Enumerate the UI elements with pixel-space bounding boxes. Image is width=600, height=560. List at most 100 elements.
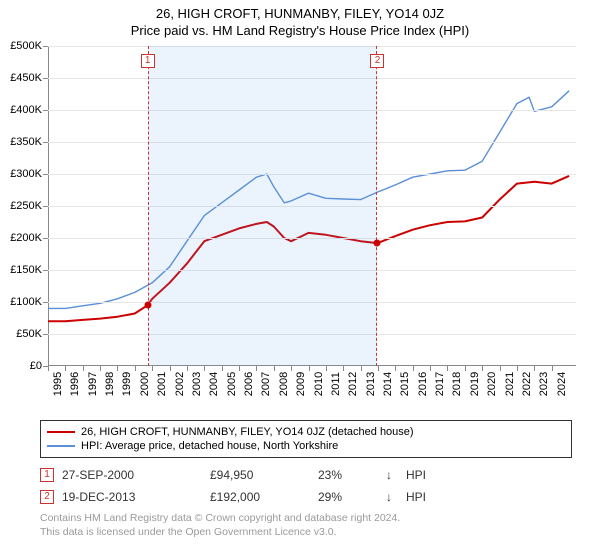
x-tick-label: 2002 <box>170 372 186 396</box>
x-tick-mark <box>517 366 518 371</box>
x-tick-label: 2009 <box>291 372 307 396</box>
chart-area: £0£50K£100K£150K£200K£250K£300K£350K£400… <box>0 40 600 420</box>
x-tick-mark <box>552 366 553 371</box>
transactions-table: 1 27-SEP-2000 £94,950 23% ↓ HPI 2 19-DEC-2013 £1… <box>40 464 572 508</box>
x-tick-label: 1996 <box>65 372 81 396</box>
transaction-pct: 29% <box>318 490 378 504</box>
event-marker-1: 1 <box>141 54 155 68</box>
x-tick-mark <box>187 366 188 371</box>
x-tick-mark <box>309 366 310 371</box>
down-arrow-icon: ↓ <box>386 468 398 482</box>
x-tick-label: 2012 <box>343 372 359 396</box>
x-tick-label: 2022 <box>517 372 533 396</box>
legend-label: HPI: Average price, detached house, Nort… <box>81 440 338 452</box>
x-tick-mark <box>378 366 379 371</box>
x-tick-mark <box>170 366 171 371</box>
x-tick-mark <box>395 366 396 371</box>
x-tick-label: 2008 <box>274 372 290 396</box>
x-tick-mark <box>343 366 344 371</box>
transaction-price: £192,000 <box>210 490 310 504</box>
x-tick-mark <box>274 366 275 371</box>
x-tick-label: 2000 <box>135 372 151 396</box>
x-tick-label: 2006 <box>239 372 255 396</box>
y-tick-mark <box>43 78 48 79</box>
y-tick-mark <box>43 302 48 303</box>
x-tick-label: 2011 <box>326 372 342 396</box>
x-tick-label: 2020 <box>482 372 498 396</box>
transaction-price: £94,950 <box>210 468 310 482</box>
x-tick-label: 2024 <box>552 372 568 396</box>
x-tick-label: 2010 <box>309 372 325 396</box>
footer-line-1: Contains HM Land Registry data © Crown c… <box>40 512 572 526</box>
x-tick-mark <box>152 366 153 371</box>
x-tick-label: 1998 <box>100 372 116 396</box>
legend-swatch <box>47 445 75 447</box>
x-tick-mark <box>83 366 84 371</box>
transaction-marker: 2 <box>40 490 54 504</box>
x-tick-label: 2018 <box>447 372 463 396</box>
transaction-date: 27-SEP-2000 <box>62 468 202 482</box>
x-tick-label: 2007 <box>256 372 272 396</box>
x-tick-label: 2003 <box>187 372 203 396</box>
x-tick-label: 2016 <box>413 372 429 396</box>
y-tick-mark <box>43 174 48 175</box>
y-tick-mark <box>43 206 48 207</box>
footer-line-2: This data is licensed under the Open Gov… <box>40 526 572 540</box>
chart-container: 26, HIGH CROFT, HUNMANBY, FILEY, YO14 0J… <box>0 0 600 539</box>
x-tick-mark <box>100 366 101 371</box>
x-tick-mark <box>239 366 240 371</box>
x-tick-label: 1997 <box>83 372 99 396</box>
x-tick-mark <box>413 366 414 371</box>
x-tick-label: 2017 <box>430 372 446 396</box>
x-tick-label: 2015 <box>395 372 411 396</box>
x-tick-mark <box>534 366 535 371</box>
legend-label: 26, HIGH CROFT, HUNMANBY, FILEY, YO14 0J… <box>81 426 414 438</box>
x-tick-mark <box>48 366 49 371</box>
legend-item: 26, HIGH CROFT, HUNMANBY, FILEY, YO14 0J… <box>47 425 565 439</box>
chart-title: 26, HIGH CROFT, HUNMANBY, FILEY, YO14 0J… <box>10 6 590 21</box>
x-tick-label: 2004 <box>204 372 220 396</box>
x-tick-label: 2023 <box>534 372 550 396</box>
date-range-band <box>148 46 378 366</box>
x-tick-mark <box>500 366 501 371</box>
event-marker-2: 2 <box>370 54 384 68</box>
x-tick-label: 2001 <box>152 372 168 396</box>
x-tick-mark <box>447 366 448 371</box>
plot-region: £0£50K£100K£150K£200K£250K£300K£350K£400… <box>48 46 576 366</box>
x-tick-label: 2005 <box>222 372 238 396</box>
footer-attribution: Contains HM Land Registry data © Crown c… <box>40 512 572 539</box>
title-block: 26, HIGH CROFT, HUNMANBY, FILEY, YO14 0J… <box>0 0 600 40</box>
chart-subtitle: Price paid vs. HM Land Registry's House … <box>10 23 590 38</box>
y-tick-mark <box>43 334 48 335</box>
sale-point <box>374 240 381 247</box>
x-tick-mark <box>65 366 66 371</box>
x-tick-mark <box>135 366 136 371</box>
x-tick-mark <box>256 366 257 371</box>
y-tick-mark <box>43 238 48 239</box>
x-tick-label: 2021 <box>500 372 516 396</box>
transaction-row: 1 27-SEP-2000 £94,950 23% ↓ HPI <box>40 464 572 486</box>
legend-item: HPI: Average price, detached house, Nort… <box>47 439 565 453</box>
x-tick-label: 2013 <box>361 372 377 396</box>
x-tick-label: 1995 <box>48 372 64 396</box>
transaction-marker: 1 <box>40 468 54 482</box>
x-tick-mark <box>117 366 118 371</box>
x-tick-mark <box>326 366 327 371</box>
legend-swatch <box>47 431 75 433</box>
y-tick-mark <box>43 142 48 143</box>
legend: 26, HIGH CROFT, HUNMANBY, FILEY, YO14 0J… <box>40 420 572 458</box>
transaction-suffix: HPI <box>406 468 426 482</box>
y-tick-mark <box>43 270 48 271</box>
y-tick-mark <box>43 110 48 111</box>
x-tick-mark <box>291 366 292 371</box>
x-tick-mark <box>482 366 483 371</box>
sale-point <box>144 302 151 309</box>
x-tick-label: 1999 <box>117 372 133 396</box>
transaction-row: 219-DEC-2013£192,00029%↓HPI <box>40 486 572 508</box>
x-tick-mark <box>222 366 223 371</box>
x-tick-label: 2014 <box>378 372 394 396</box>
x-tick-mark <box>361 366 362 371</box>
x-tick-mark <box>465 366 466 371</box>
transaction-date: 19-DEC-2013 <box>62 490 202 504</box>
transaction-pct: 23% <box>318 468 378 482</box>
